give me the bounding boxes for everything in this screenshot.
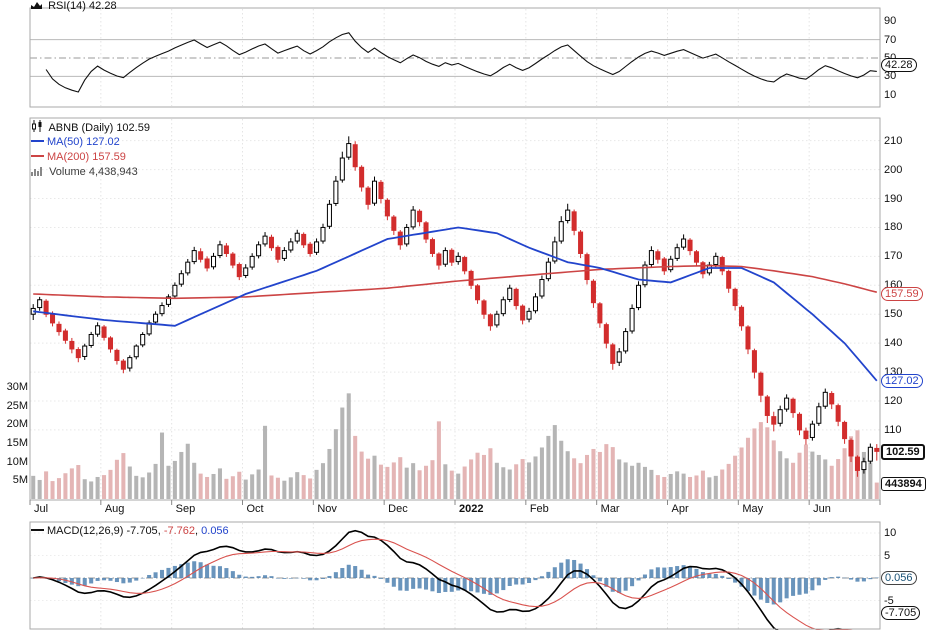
last-price-badge: 102.59	[881, 444, 925, 460]
rsi-value-badge: 42.28	[881, 58, 917, 72]
month-label: 2022	[459, 503, 484, 515]
volume-tick-label: 5M	[12, 474, 28, 487]
month-label: Apr	[671, 503, 689, 515]
macd-hist-badge: 0.056	[881, 571, 917, 585]
price-legend: ABNB (Daily) 102.59 MA(50) 127.02 MA(200…	[31, 120, 150, 180]
rsi-tick-label: 90	[884, 15, 897, 28]
volume-bars-icon	[31, 166, 43, 181]
rsi-legend-value: 42.28	[89, 0, 117, 12]
macd-label: MACD(12,26,9)	[47, 525, 124, 537]
ma50-value-badge: 127.02	[881, 374, 923, 388]
separator: ,	[195, 525, 202, 537]
month-label: Jun	[813, 503, 831, 515]
macd-hist-value: 0.056	[201, 525, 229, 537]
macd-signal-value: -7.762	[163, 525, 196, 537]
price-tick-label: 180	[884, 221, 903, 234]
price-tick-label: 110	[884, 423, 902, 436]
macd-tick-label: 10	[884, 527, 897, 539]
rsi-tick-label: 70	[884, 33, 897, 46]
volume-row: Volume 4,438,943	[31, 165, 150, 180]
price-tick-label: 200	[884, 163, 903, 176]
macd-line-badge: -7.705	[881, 606, 921, 620]
ma200-row: MA(200) 157.59	[31, 150, 150, 165]
area-chart-icon	[31, 0, 42, 15]
price-tick-label: 210	[884, 134, 903, 147]
volume-label: Volume	[49, 166, 86, 178]
macd-tick-label: -5	[884, 594, 894, 607]
macd-line-value: -7.705	[126, 525, 158, 537]
symbol-label: ABNB (Daily)	[48, 122, 114, 134]
ma200-label: MA(200)	[47, 151, 90, 163]
ma200-swatch-icon	[31, 155, 44, 157]
volume-tick-label: 25M	[6, 399, 28, 412]
candlestick-icon	[31, 120, 43, 137]
rsi-legend: RSI(14) 42.28	[31, 0, 117, 15]
ma50-value: 127.02	[86, 136, 120, 148]
price-tick-label: 140	[884, 337, 903, 350]
volume-tick-label: 20M	[6, 418, 28, 431]
volume-tick-label: 10M	[6, 455, 28, 468]
price-tick-label: 170	[884, 250, 903, 263]
symbol-value: 102.59	[116, 122, 150, 134]
month-label: Feb	[529, 503, 549, 515]
price-tick-label: 150	[884, 308, 903, 321]
rsi-legend-label: RSI(14)	[48, 0, 86, 12]
rsi-tick-label: 30	[884, 70, 897, 83]
rsi-tick-label: 10	[884, 88, 897, 101]
volume-tick-label: 30M	[6, 381, 28, 393]
volume-tick-label: 15M	[6, 437, 28, 449]
ma50-label: MA(50)	[47, 136, 84, 148]
volume-value-badge: 443894	[881, 477, 926, 491]
month-label: Sep	[175, 503, 196, 515]
month-label: Oct	[246, 503, 264, 515]
ma50-swatch-icon	[31, 140, 44, 142]
macd-legend: MACD(12,26,9) -7.705, -7.762, 0.056	[31, 524, 229, 539]
month-label: Mar	[600, 503, 620, 515]
price-tick-label: 190	[884, 192, 903, 205]
ma200-value: 157.59	[92, 151, 126, 163]
symbol-row: ABNB (Daily) 102.59	[31, 120, 150, 135]
month-label: May	[742, 503, 764, 515]
macd-tick-label: 5	[884, 549, 891, 562]
month-label: Nov	[317, 503, 337, 515]
month-label: Aug	[104, 503, 125, 515]
ma50-row: MA(50) 127.02	[31, 135, 150, 150]
price-tick-label: 120	[884, 395, 903, 407]
separator: ,	[157, 525, 164, 537]
ma200-value-badge: 157.59	[881, 287, 923, 301]
month-label: Jul	[34, 503, 49, 515]
macd-swatch-icon	[31, 529, 44, 531]
month-label: Dec	[388, 503, 408, 515]
volume-value: 4,438,943	[88, 166, 138, 178]
